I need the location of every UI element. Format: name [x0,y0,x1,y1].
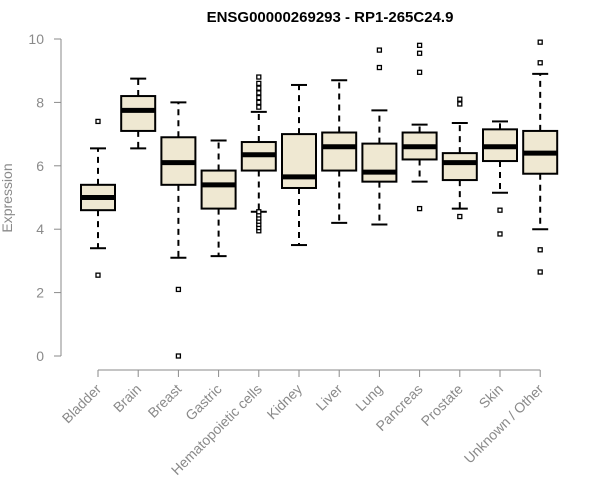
outlier-point [256,104,262,110]
box-unknown-other [522,39,559,275]
outlier-point [256,74,262,80]
outlier-point [95,272,101,278]
y-axis-label: Expression [0,163,15,232]
y-tick-label: 6 [36,158,44,174]
box-iqr [281,133,317,189]
outlier-point [537,60,543,66]
box-brain [120,77,157,150]
y-tick-label: 4 [36,221,44,237]
x-tick-label: Bladder [59,381,105,427]
box-iqr [120,95,157,132]
outlier-point [95,118,101,125]
boxes-group [80,39,559,359]
box-iqr [361,142,398,183]
outlier-point [256,94,262,101]
y-axis: 0 2 4 6 8 10 [28,31,62,364]
outlier-point [416,69,423,75]
y-tick-label: 0 [36,348,44,364]
outlier-point [376,47,383,53]
box-prostate [441,96,478,220]
outlier-point [457,96,463,102]
y-tick-label: 8 [36,94,44,110]
x-tick-label: Prostate [418,381,466,429]
outlier-point [256,85,262,91]
box-kidney [281,83,317,247]
box-gastric [200,139,237,258]
box-iqr [200,169,237,210]
chart-title: ENSG00000269293 - RP1-265C24.9 [207,9,454,26]
outlier-point [256,209,262,215]
outlier-point [376,64,383,71]
outlier-point [416,50,423,56]
box-hematopoietic-cells [240,74,277,234]
x-tick-label: Brain [110,381,144,415]
outlier-point [457,213,463,220]
outlier-point [256,80,262,87]
box-bladder [80,118,116,278]
box-breast [160,101,197,359]
outlier-point [175,353,182,359]
box-iqr [441,152,478,182]
x-tick-label: Kidney [264,381,306,423]
outlier-point [497,207,503,213]
y-tick-label: 2 [36,285,44,301]
outlier-point [537,39,543,45]
outlier-point [416,42,423,48]
box-skin [482,120,518,237]
x-tick-label: Lung [352,381,385,414]
outlier-point [537,269,543,275]
outlier-point [457,101,463,107]
box-lung [361,47,398,226]
outlier-point [256,99,262,106]
x-tick-label: Breast [145,381,185,421]
outlier-point [537,247,543,253]
box-iqr [321,131,358,172]
box-liver [321,79,358,224]
outlier-point [175,286,182,293]
outlier-point [256,90,262,96]
x-tick-label: Liver [313,381,346,414]
outlier-point [497,231,503,237]
outlier-point [416,205,423,212]
box-pancreas [401,42,438,212]
y-tick-label: 10 [28,31,44,47]
x-tick-label: Skin [476,381,507,412]
